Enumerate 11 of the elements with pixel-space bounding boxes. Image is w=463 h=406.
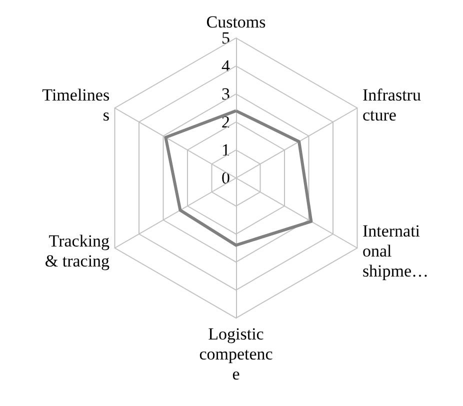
spoke-label: Tracking & tracing bbox=[44, 232, 110, 270]
spoke-label: Infrastructure bbox=[362, 86, 422, 124]
y-tick-label: 5 bbox=[222, 28, 230, 48]
spoke-label: Logistic competence bbox=[199, 324, 274, 384]
spoke-label: Timeliness bbox=[42, 86, 110, 124]
spoke-label: Customs bbox=[206, 12, 266, 32]
y-tick-label: 4 bbox=[222, 56, 230, 76]
y-tick-label: 1 bbox=[222, 140, 230, 160]
y-tick-label: 3 bbox=[222, 84, 230, 104]
spoke-label: International shipme… bbox=[362, 222, 429, 280]
y-tick-label: 0 bbox=[222, 168, 230, 188]
